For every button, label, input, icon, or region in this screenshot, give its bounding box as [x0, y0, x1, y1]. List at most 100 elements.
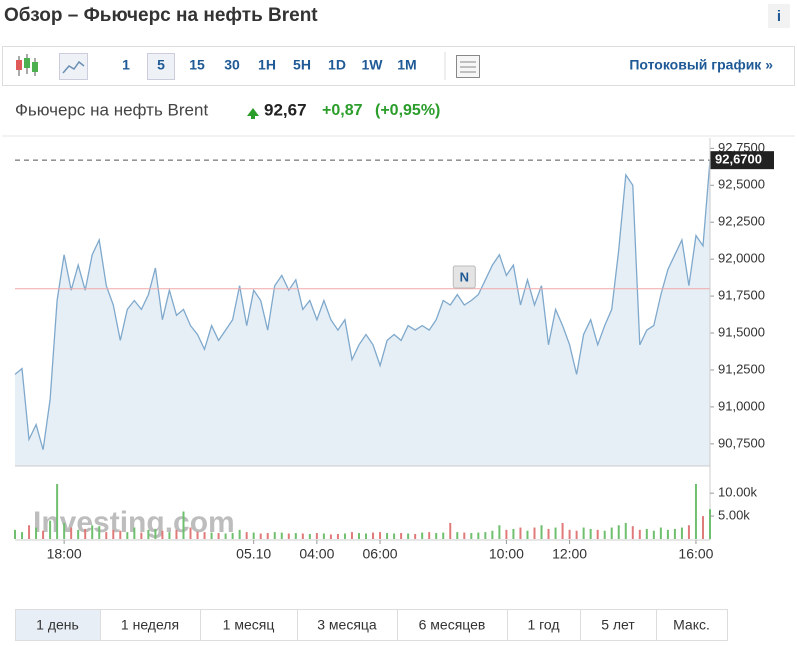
range-button[interactable]	[297, 609, 398, 641]
range-button[interactable]	[580, 609, 657, 641]
volume-bar	[519, 527, 522, 539]
annotation-box[interactable]	[452, 265, 476, 289]
range-label[interactable]: 1 год	[527, 617, 559, 633]
volume-bar	[189, 527, 192, 539]
volume-bar	[98, 526, 101, 539]
volume-bar	[477, 532, 480, 539]
volume-bar	[28, 525, 31, 539]
range-label[interactable]: 1 неделя	[121, 617, 179, 633]
line-icon	[62, 60, 85, 74]
x-tick-label: 10:00	[489, 546, 524, 562]
x-tick-label: 18:00	[47, 546, 82, 562]
volume-bar	[505, 529, 508, 539]
volume-bar	[540, 525, 543, 539]
volume-bar	[133, 527, 136, 539]
interval-button[interactable]: 1	[122, 57, 130, 73]
icon-body	[24, 58, 30, 68]
volume-bar	[435, 533, 438, 539]
volume-bar	[680, 527, 683, 539]
interval-button[interactable]: 1H	[258, 57, 276, 73]
volume-bar	[617, 525, 620, 539]
volume-bar	[84, 528, 87, 539]
volume-bar	[70, 527, 73, 539]
volume-bar	[575, 530, 578, 539]
icon-body	[16, 60, 22, 70]
volume-bar	[161, 530, 164, 539]
interval-button[interactable]: 1M	[397, 57, 416, 73]
interval-button[interactable]: 5	[157, 57, 165, 73]
page-title: Обзор – Фьючерс на нефть Brent	[4, 5, 318, 26]
range-label[interactable]: 1 день	[36, 617, 79, 633]
change-percent: (+0,95%)	[375, 102, 440, 119]
volume-bar	[372, 532, 375, 539]
y-tick-label: 91,7500	[718, 288, 765, 303]
volume-bar	[561, 522, 564, 539]
volume-bar	[231, 533, 234, 539]
instrument-name: Фьючерс на нефть Brent	[15, 100, 208, 119]
volume-tick-label: 10.00k	[718, 485, 758, 500]
volume-bar	[329, 534, 332, 539]
volume-bar	[301, 533, 304, 539]
y-tick-label: 92,7500	[718, 140, 765, 155]
volume-bar	[140, 532, 143, 539]
interval-button[interactable]: 5H	[293, 57, 311, 73]
volume-bar	[673, 528, 676, 539]
annotation[interactable]: N	[460, 269, 469, 284]
range-label[interactable]: 5 лет	[601, 617, 635, 633]
candle-icon[interactable]	[16, 54, 38, 76]
interval-selected[interactable]	[147, 53, 175, 80]
volume-bar	[400, 533, 403, 539]
range-button[interactable]	[200, 609, 298, 641]
range-button[interactable]	[397, 609, 508, 641]
volume-bar	[259, 533, 262, 539]
volume-bar	[533, 527, 536, 539]
volume-bar	[336, 533, 339, 539]
volume-bar	[589, 528, 592, 539]
change: +0,87	[322, 102, 363, 119]
range-label[interactable]: Макс.	[673, 617, 710, 633]
range-label[interactable]: 1 месяц	[223, 617, 275, 633]
y-tick-label: 92,2500	[718, 214, 765, 229]
range-button[interactable]	[100, 609, 201, 641]
range-label[interactable]: 3 месяца	[317, 617, 377, 633]
icon-body	[32, 62, 38, 72]
line-icon-box[interactable]	[59, 53, 88, 80]
volume-bar	[631, 526, 634, 539]
y-tick-label: 92,5000	[718, 177, 765, 192]
volume-bar	[393, 533, 396, 539]
interval-button[interactable]: 30	[224, 57, 240, 73]
last-price-label: 92,6700	[715, 152, 762, 167]
interval-button[interactable]: 1W	[362, 57, 384, 73]
volume-bar	[35, 527, 38, 539]
price-line	[14, 160, 711, 450]
volume-bar	[14, 529, 16, 539]
interval-button[interactable]: 15	[189, 57, 205, 73]
volume-bar	[112, 529, 115, 539]
volume-bar	[147, 529, 150, 539]
volume-bar	[182, 511, 185, 539]
volume-bar	[470, 533, 473, 539]
volume-bar	[666, 529, 669, 539]
range-button[interactable]	[656, 609, 728, 641]
range-label[interactable]: 6 месяцев	[419, 617, 486, 633]
interval-button[interactable]: 1D	[328, 57, 346, 73]
info-box[interactable]	[768, 4, 790, 28]
volume-bar	[442, 532, 445, 539]
volume-bar	[610, 527, 613, 539]
x-tick-label: 12:00	[552, 546, 587, 562]
volume-bar	[357, 533, 360, 539]
info-icon[interactable]: i	[777, 8, 781, 25]
last-price-box	[710, 151, 774, 170]
volume-bar	[407, 533, 410, 539]
volume-bar	[463, 532, 466, 539]
volume-bar	[224, 533, 227, 539]
volume-bar	[196, 531, 199, 539]
volume-bar	[245, 532, 248, 539]
y-tick-label: 91,2500	[718, 361, 765, 376]
stream-link[interactable]: Потоковый график »	[629, 57, 773, 73]
y-tick-label: 91,0000	[718, 398, 765, 413]
range-button[interactable]	[507, 609, 581, 641]
volume-bar	[484, 532, 487, 539]
volume-bar	[638, 529, 641, 539]
